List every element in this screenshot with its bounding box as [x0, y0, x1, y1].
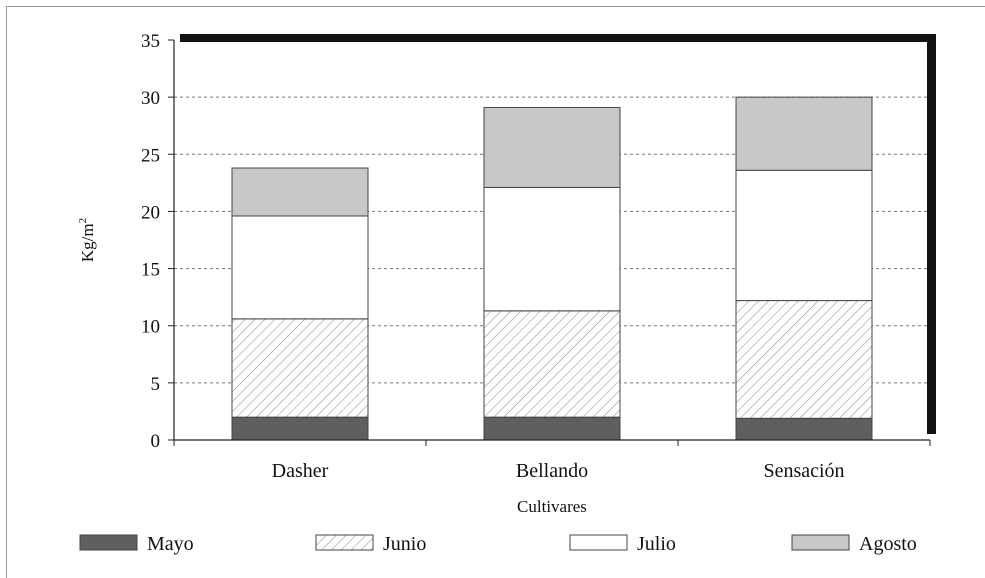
bar-mayo-1 [483, 416, 621, 441]
x-category-label: Sensación [763, 460, 844, 482]
y-tick-label: 35 [141, 31, 160, 52]
y-tick-label: 5 [151, 374, 161, 395]
y-tick-label: 10 [141, 317, 160, 338]
x-axis-title: Cultivares [517, 497, 587, 516]
bar-junio-2 [735, 300, 873, 419]
legend-label: Agosto [859, 533, 917, 555]
plot-top-border [180, 34, 936, 42]
legend-item-agosto: Agosto [791, 533, 917, 555]
legend-label: Julio [637, 533, 676, 555]
bar-junio-1 [483, 310, 621, 418]
legend-swatch [79, 534, 138, 551]
bar-julio-0 [231, 215, 369, 320]
bar-julio-2 [735, 169, 873, 302]
y-tick-label: 0 [151, 431, 161, 452]
y-axis-title: Kg/m2 [77, 218, 97, 262]
bar-mayo-0 [231, 416, 369, 441]
bar-agosto-1 [483, 106, 621, 188]
chart-frame [6, 6, 985, 578]
y-tick-label: 20 [141, 202, 160, 223]
legend-item-junio: Junio [315, 533, 426, 555]
legend-swatch [791, 534, 850, 551]
legend-swatch [315, 534, 374, 551]
x-category-label: Bellando [516, 460, 588, 482]
bar-agosto-0 [231, 167, 369, 217]
bar-junio-0 [231, 318, 369, 418]
x-category-label: Dasher [272, 460, 329, 482]
legend-label: Junio [383, 533, 426, 555]
y-tick-label: 30 [141, 88, 160, 109]
plot-right-border [927, 34, 936, 434]
bar-agosto-2 [735, 96, 873, 171]
bar-julio-1 [483, 186, 621, 312]
legend-item-mayo: Mayo [79, 533, 194, 555]
bar-mayo-2 [735, 417, 873, 441]
y-tick-label: 15 [141, 260, 160, 281]
legend-label: Mayo [147, 533, 194, 555]
legend-swatch [569, 534, 628, 551]
legend-item-julio: Julio [569, 533, 676, 555]
y-tick-label: 25 [141, 145, 160, 166]
